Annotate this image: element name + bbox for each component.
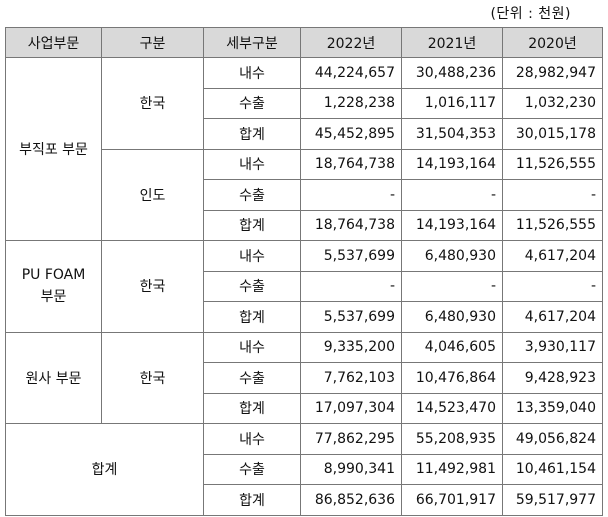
value-2021: 6,480,930 — [401, 301, 503, 333]
table-row: 합계 86,852,636 66,701,917 59,517,977 — [6, 484, 603, 516]
value-2022: 77,862,295 — [300, 423, 402, 455]
segment-line-1: PU FOAM — [21, 267, 86, 284]
table-row: 인도 내수 18,764,738 14,193,164 11,526,555 — [6, 148, 603, 241]
region-cell: 인도 — [101, 148, 204, 241]
detail-cell: 수출 — [203, 270, 301, 302]
value-2021: 14,193,164 — [401, 209, 503, 241]
value-2021: - — [401, 270, 503, 302]
region-cell: 한국 — [101, 57, 204, 150]
value-2022: 45,452,895 — [300, 118, 402, 150]
detail-cell: 내수 — [203, 148, 301, 180]
value-2022: 9,335,200 — [300, 331, 402, 363]
value-2020: 13,359,040 — [502, 392, 603, 424]
header-2021: 2021년 — [401, 27, 503, 58]
header-2020: 2020년 — [502, 27, 603, 58]
value-2020: - — [502, 179, 603, 211]
value-2022: 5,537,699 — [300, 240, 402, 272]
sales-table: 사업부문 구분 세부구분 2022년 2021년 2020년 부직포 부문 한국… — [5, 27, 603, 516]
segment-cell: PU FOAM 부문 — [5, 240, 102, 333]
header-detail: 세부구분 — [203, 27, 301, 58]
header-row: 사업부문 구분 세부구분 2022년 2021년 2020년 — [5, 27, 603, 58]
detail-cell: 합계 — [203, 118, 301, 150]
value-2022: 1,228,238 — [300, 87, 402, 119]
table-row: 합계 5,537,699 6,480,930 4,617,204 — [6, 301, 603, 333]
value-2021: 6,480,930 — [401, 240, 503, 272]
detail-cell: 수출 — [203, 179, 301, 211]
table-row: 수출 1,228,238 1,016,117 1,032,230 — [6, 87, 603, 119]
detail-cell: 합계 — [203, 484, 301, 516]
value-2021: 55,208,935 — [401, 423, 503, 455]
value-2020: - — [502, 270, 603, 302]
table-row: 합계 18,764,738 14,193,164 11,526,555 — [6, 209, 603, 241]
detail-cell: 합계 — [203, 392, 301, 424]
value-2021: 30,488,236 — [401, 57, 503, 89]
table-row: PU FOAM 부문 한국 내수 5,537,699 6,480,930 4,61… — [5, 240, 603, 333]
region-cell: 한국 — [101, 240, 204, 333]
table-row: 합계 45,452,895 31,504,353 30,015,178 — [6, 118, 603, 150]
value-2022: 18,764,738 — [300, 209, 402, 241]
value-2020: 59,517,977 — [502, 484, 603, 516]
detail-cell: 합계 — [203, 301, 301, 333]
value-2020: 1,032,230 — [502, 87, 603, 119]
header-category: 구분 — [101, 27, 204, 58]
value-2021: 31,504,353 — [401, 118, 503, 150]
value-2021: 14,523,470 — [401, 392, 503, 424]
unit-note: (단위 : 천원) — [490, 6, 571, 22]
segment-cell: 부직포 부문 — [5, 57, 102, 241]
value-2021: 4,046,605 — [401, 331, 503, 363]
value-2022: 8,990,341 — [300, 453, 402, 485]
value-2022: 7,762,103 — [300, 362, 402, 394]
detail-cell: 내수 — [203, 240, 301, 272]
detail-cell: 내수 — [203, 57, 301, 89]
value-2022: 44,224,657 — [300, 57, 402, 89]
value-2020: 10,461,154 — [502, 453, 603, 485]
value-2022: 18,764,738 — [300, 148, 402, 180]
table-row: 수출 - - - — [6, 270, 603, 302]
detail-cell: 합계 — [203, 209, 301, 241]
segment-cell: 원사 부문 — [5, 331, 102, 424]
value-2021: - — [401, 179, 503, 211]
value-2022: 5,537,699 — [300, 301, 402, 333]
value-2020: 11,526,555 — [502, 148, 603, 180]
table-row: 수출 - - - — [6, 179, 603, 211]
value-2020: 28,982,947 — [502, 57, 603, 89]
detail-cell: 수출 — [203, 362, 301, 394]
segment-line-2: 부문 — [40, 289, 67, 306]
value-2020: 49,056,824 — [502, 423, 603, 455]
value-2022: - — [300, 270, 402, 302]
detail-cell: 내수 — [203, 331, 301, 363]
value-2022: - — [300, 179, 402, 211]
detail-cell: 수출 — [203, 87, 301, 119]
detail-cell: 수출 — [203, 453, 301, 485]
table-row: 합계 17,097,304 14,523,470 13,359,040 — [6, 392, 603, 424]
table-row: 부직포 부문 한국 내수 44,224,657 30,488,236 28,98… — [5, 57, 603, 241]
value-2020: 4,617,204 — [502, 301, 603, 333]
value-2022: 17,097,304 — [300, 392, 402, 424]
value-2020: 4,617,204 — [502, 240, 603, 272]
value-2020: 3,930,117 — [502, 331, 603, 363]
value-2020: 30,015,178 — [502, 118, 603, 150]
value-2021: 10,476,864 — [401, 362, 503, 394]
header-2022: 2022년 — [300, 27, 402, 58]
value-2022: 86,852,636 — [300, 484, 402, 516]
table-row: 수출 7,762,103 10,476,864 9,428,923 — [6, 362, 603, 394]
value-2021: 14,193,164 — [401, 148, 503, 180]
table-row: 합계 내수 77,862,295 55,208,935 49,056,824 — [5, 423, 603, 516]
table-row: 원사 부문 한국 내수 9,335,200 4,046,605 3,930,11… — [5, 331, 603, 424]
value-2020: 11,526,555 — [502, 209, 603, 241]
region-cell: 한국 — [101, 331, 204, 424]
detail-cell: 내수 — [203, 423, 301, 455]
header-segment: 사업부문 — [5, 27, 102, 58]
value-2021: 66,701,917 — [401, 484, 503, 516]
value-2021: 11,492,981 — [401, 453, 503, 485]
total-label-cell: 합계 — [5, 423, 204, 516]
value-2020: 9,428,923 — [502, 362, 603, 394]
value-2021: 1,016,117 — [401, 87, 503, 119]
